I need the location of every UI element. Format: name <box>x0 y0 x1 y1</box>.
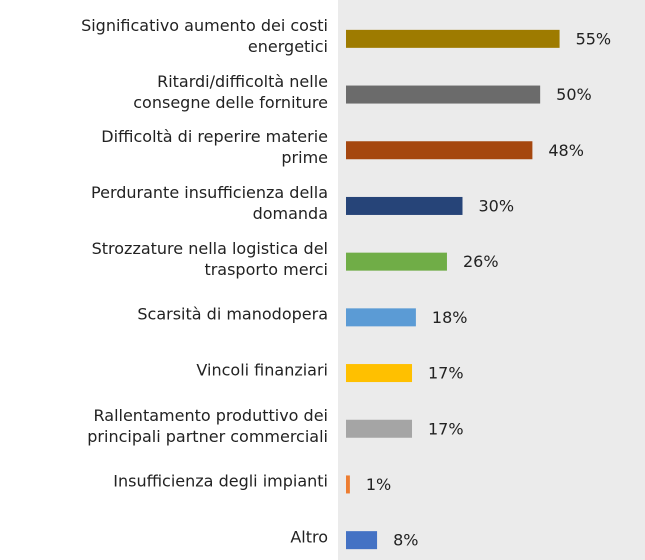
category-label: Insufficienza degli impianti <box>113 471 328 491</box>
bar <box>346 29 560 48</box>
value-label: 26% <box>463 252 499 271</box>
bar <box>346 252 447 271</box>
bar <box>346 196 463 215</box>
value-label: 18% <box>432 308 468 327</box>
category-label: Perdurante insufficienza della domanda <box>91 182 328 223</box>
category-label: Difficoltà di reperire materie prime <box>101 127 328 168</box>
value-label: 1% <box>366 475 391 494</box>
bar <box>346 364 413 383</box>
value-label: 30% <box>478 196 514 215</box>
bar <box>346 475 350 494</box>
bar <box>346 85 541 104</box>
category-label: Rallentamento produttivo dei principali … <box>87 405 328 446</box>
value-label: 50% <box>556 85 592 104</box>
value-label: 17% <box>428 419 464 438</box>
bar <box>346 531 378 550</box>
value-label: 17% <box>428 364 464 383</box>
category-label: Ritardi/difficoltà nelle consegne delle … <box>133 71 328 112</box>
category-label: Scarsità di manodopera <box>137 304 328 324</box>
category-label: Significativo aumento dei costi energeti… <box>81 15 328 56</box>
bar <box>346 308 416 327</box>
category-label: Altro <box>290 527 328 547</box>
category-label: Strozzature nella logistica del trasport… <box>91 238 328 279</box>
category-label: Vincoli finanziari <box>196 360 328 380</box>
value-label: 8% <box>393 531 418 550</box>
value-label: 55% <box>576 29 612 48</box>
bar <box>346 141 533 160</box>
bar <box>346 419 413 438</box>
value-label: 48% <box>548 141 584 160</box>
